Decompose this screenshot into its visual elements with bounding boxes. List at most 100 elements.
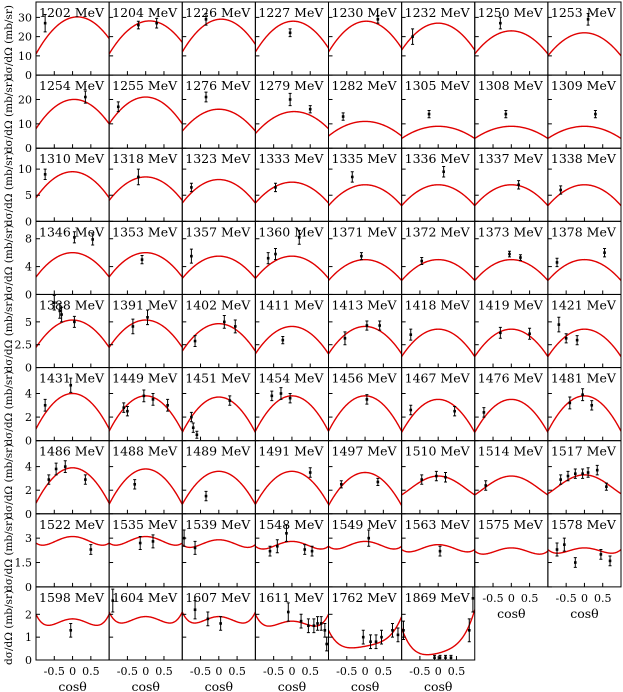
panel: 1549 MeV [328,513,403,588]
data-point [189,411,193,423]
data-point [528,327,532,340]
panel: 1338 MeV [547,147,622,222]
point-marker [206,617,210,621]
energy-label: 1413 MeV [332,297,398,312]
point-marker [378,324,381,327]
panel: 1279 MeV [254,74,329,149]
data-point [193,335,197,348]
model-curve [255,614,329,627]
model-curve [182,18,256,53]
panel: 1323 MeV [181,147,256,222]
y-tick-label: 0 [25,654,32,667]
model-curve [328,120,402,137]
data-point [146,309,150,326]
data-point [204,490,208,502]
point-marker [310,549,314,553]
model-curve [401,398,475,433]
point-marker [190,415,193,419]
x-axis-title: cosθ [278,679,306,692]
data-point [518,254,522,261]
data-point [308,467,312,478]
panel: 1575 MeV [474,513,549,588]
model-curve [255,20,329,53]
data-point [562,537,566,552]
point-marker [603,251,606,254]
data-point [281,335,285,345]
model-curve [547,547,621,554]
panel: 1276 MeV [181,74,256,149]
point-marker [151,540,155,543]
point-marker [595,468,599,472]
energy-label: 1611 MeV [258,590,324,605]
point-marker [581,472,584,475]
model-curve [547,328,621,357]
point-marker [559,188,562,192]
model-curve [255,181,329,204]
point-marker [608,559,612,563]
point-marker [307,624,310,628]
model-curve [547,474,621,495]
point-marker [270,394,274,398]
point-marker [116,105,120,109]
y-tick-label: 10 [18,50,32,63]
data-point [581,468,585,479]
energy-label: 1456 MeV [332,371,398,386]
point-marker [594,112,597,116]
x-tick-label: -0.5 [409,665,430,678]
model-curve [255,255,329,279]
energy-label: 1548 MeV [258,517,324,532]
energy-label: 1353 MeV [112,224,178,239]
model-curve [474,258,548,281]
point-marker [155,21,158,25]
point-marker [499,21,502,25]
y-axis-title: dσ/dΩ (mb/sr) [3,151,15,226]
energy-label: 1563 MeV [405,517,471,532]
panel: 1431 MeV [35,367,110,442]
data-point [339,480,343,489]
point-marker [449,656,453,660]
point-marker [316,622,319,625]
point-marker [564,337,568,340]
point-marker [219,622,222,625]
model-curve [182,178,256,204]
data-point [409,328,413,341]
x-tick-label: 0 [142,665,149,678]
energy-label: 1204 MeV [112,5,178,20]
x-axis-title: cosθ [497,606,525,621]
point-marker [433,656,436,660]
panel: 1250 MeV [474,1,549,76]
energy-label: 1869 MeV [405,590,471,605]
model-curve [255,110,329,135]
model-curve [182,470,256,505]
model-curve [109,20,183,55]
data-point [557,316,561,333]
y-tick-label: 0 [25,69,32,82]
data-point [482,407,486,418]
data-point [47,474,51,485]
energy-label: 1338 MeV [551,151,617,166]
energy-label: 1535 MeV [112,517,178,532]
data-point [444,472,447,483]
data-point [72,231,76,244]
point-marker [391,628,394,632]
model-curve [547,395,621,432]
energy-label: 1391 MeV [112,297,178,312]
data-point [122,402,126,413]
data-point [517,180,521,190]
point-marker [142,394,146,398]
data-point [273,247,277,261]
data-point [316,616,320,631]
point-marker [47,478,51,481]
data-point [193,540,197,555]
data-point [359,252,363,261]
x-tick-label: 0.5 [82,665,100,678]
model-curve [36,614,110,627]
x-tick-label: 0 [362,665,369,678]
data-point [427,109,431,119]
model-curve [182,255,256,279]
panel: 1318 MeV [108,147,183,222]
point-marker [508,252,511,256]
model-curve [401,543,475,553]
energy-label: 1451 MeV [185,371,251,386]
point-marker [193,339,197,343]
